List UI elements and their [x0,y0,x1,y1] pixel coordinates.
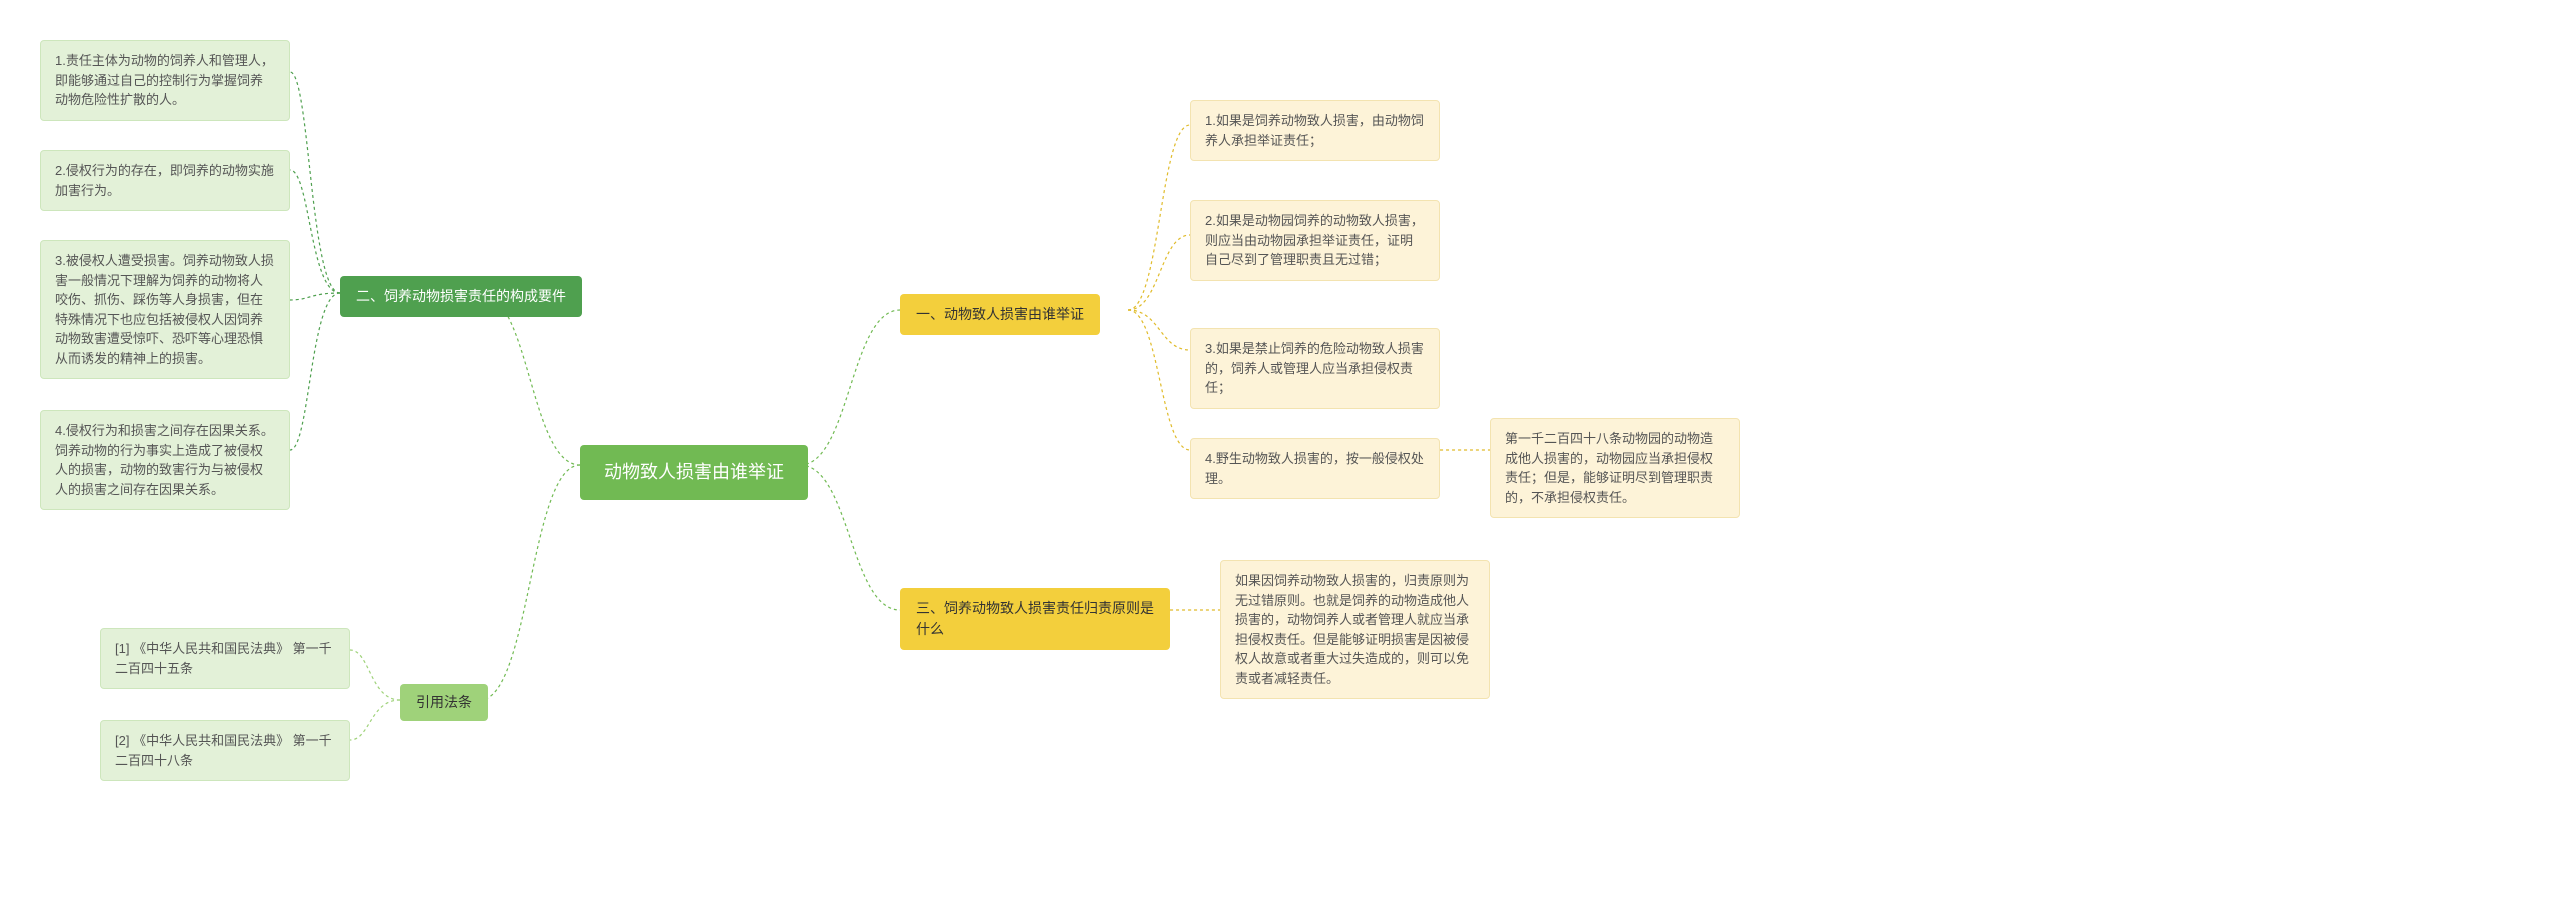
leaf-b2-3: 3.被侵权人遭受损害。饲养动物致人损害一般情况下理解为饲养的动物将人咬伤、抓伤、… [40,240,290,379]
leaf-b2-1: 1.责任主体为动物的饲养人和管理人，即能够通过自己的控制行为掌握饲养动物危险性扩… [40,40,290,121]
branch-liability-principle: 三、饲养动物致人损害责任归责原则是什么 [900,588,1170,650]
leaf-b1-1: 1.如果是饲养动物致人损害，由动物饲养人承担举证责任； [1190,100,1440,161]
leaf-b1-4: 4.野生动物致人损害的，按一般侵权处理。 [1190,438,1440,499]
branch-references: 引用法条 [400,684,488,721]
leaf-b2-4: 4.侵权行为和损害之间存在因果关系。饲养动物的行为事实上造成了被侵权人的损害，动… [40,410,290,510]
branch-elements: 二、饲养动物损害责任的构成要件 [340,276,582,317]
root-node: 动物致人损害由谁举证 [580,445,808,500]
leaf-b2-2: 2.侵权行为的存在，即饲养的动物实施加害行为。 [40,150,290,211]
leaf-b1-4-sub: 第一千二百四十八条动物园的动物造成他人损害的，动物园应当承担侵权责任；但是，能够… [1490,418,1740,518]
leaf-b1-2: 2.如果是动物园饲养的动物致人损害，则应当由动物园承担举证责任，证明自己尽到了管… [1190,200,1440,281]
branch-who-proves: 一、动物致人损害由谁举证 [900,294,1100,335]
leaf-b3-detail: 如果因饲养动物致人损害的，归责原则为无过错原则。也就是饲养的动物造成他人损害的，… [1220,560,1490,699]
leaf-b1-3: 3.如果是禁止饲养的危险动物致人损害的，饲养人或管理人应当承担侵权责任； [1190,328,1440,409]
leaf-ref-1: [1] 《中华人民共和国民法典》 第一千二百四十五条 [100,628,350,689]
leaf-ref-2: [2] 《中华人民共和国民法典》 第一千二百四十八条 [100,720,350,781]
